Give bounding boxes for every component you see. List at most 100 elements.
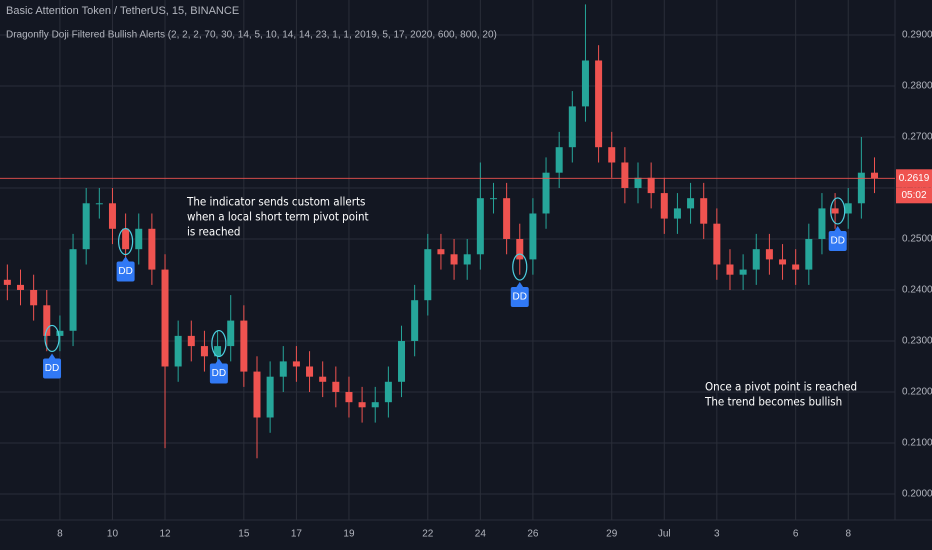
candle-body (555, 147, 563, 173)
signal-circle (512, 253, 528, 281)
x-tick-label: 22 (422, 529, 434, 540)
x-tick-label: 6 (793, 529, 799, 540)
y-tick-label: 0.2200 (902, 387, 932, 398)
candle-body (687, 198, 695, 209)
last-price-box (896, 169, 932, 188)
x-tick-label: 26 (527, 529, 539, 540)
signal-box (209, 363, 228, 384)
y-tick-label: 0.2000 (902, 489, 932, 500)
candle-body (779, 259, 787, 265)
candle-body (187, 335, 195, 347)
signal-label: DD (45, 363, 59, 374)
candle-body (673, 208, 681, 219)
candle-body (700, 198, 708, 224)
x-tick-label: 3 (714, 529, 720, 540)
candle-body (279, 361, 287, 377)
candle-body (660, 193, 668, 219)
candle-body (476, 198, 484, 255)
annotation-text: Once a pivot point is reached (705, 380, 857, 394)
candle-body (608, 147, 616, 163)
candle-body (227, 320, 235, 347)
annotation-text: when a local short term pivot point (187, 210, 369, 224)
signal-box (828, 230, 847, 251)
candle-body (831, 208, 839, 214)
x-tick-label: 24 (475, 529, 487, 540)
x-tick-label: 12 (159, 529, 171, 540)
signal-circle (211, 329, 227, 358)
signal-box (43, 358, 62, 379)
y-tick-label: 0.2500 (902, 234, 932, 245)
signal-circle (118, 227, 134, 256)
candle-body (871, 172, 879, 179)
last-price-label: 0.2619 (899, 173, 930, 184)
y-tick-label: 0.2800 (902, 81, 932, 92)
candle-body (463, 254, 471, 265)
signal-pointer (833, 225, 842, 232)
annotation-text: The trend becomes bullish (704, 395, 842, 409)
candle-body (371, 402, 379, 408)
candle-body (214, 346, 222, 357)
annotation-text: The indicator sends custom allerts (186, 195, 365, 209)
candle-body (95, 203, 103, 205)
x-tick-label: 8 (57, 529, 63, 540)
candle-body (818, 208, 826, 239)
candle-body (240, 320, 248, 372)
candle-body (424, 249, 432, 301)
candle-body (844, 203, 852, 214)
x-tick-label: 29 (606, 529, 618, 540)
candle-body (108, 203, 116, 229)
signal-label: DD (513, 292, 527, 303)
candle-body (266, 376, 274, 418)
candle-body (529, 213, 537, 260)
candle-body (306, 366, 314, 377)
candle-body (161, 269, 169, 367)
x-tick-label: Jul (658, 529, 671, 540)
candle-body (581, 60, 589, 107)
candle-body (398, 340, 406, 382)
signal-label: DD (212, 368, 226, 379)
candle-body (647, 177, 655, 194)
candle-body (148, 228, 156, 270)
countdown-label: 05:02 (901, 190, 926, 201)
candle-body (82, 203, 90, 250)
candle-body (345, 391, 353, 403)
annotation-text: is reached (187, 225, 240, 239)
candle-body (43, 305, 51, 336)
candle-body (3, 279, 11, 285)
candle-body (713, 223, 721, 265)
signal-pointer (515, 282, 524, 289)
signal-box (116, 261, 135, 282)
candle-body (595, 60, 603, 148)
candle-body (739, 269, 747, 275)
candle-body (174, 335, 182, 367)
y-tick-label: 0.2100 (902, 438, 932, 449)
x-tick-label: 10 (107, 529, 119, 540)
candle-body (568, 106, 576, 148)
signal-pointer (48, 353, 57, 360)
candle-body (489, 198, 497, 200)
candle-body (69, 249, 77, 331)
candle-body (634, 177, 642, 188)
chart-title: Basic Attention Token / TetherUS, 15, BI… (6, 5, 239, 17)
signal-box (510, 287, 529, 308)
candle-body (805, 238, 813, 270)
candle-body (621, 162, 629, 188)
candle-body (792, 264, 800, 270)
countdown-box (896, 187, 932, 204)
signal-pointer (214, 358, 223, 365)
candle-body (503, 198, 511, 239)
candle-body (516, 238, 524, 260)
signal-pointer (121, 256, 130, 263)
candle-body (319, 376, 327, 382)
candle-body (253, 371, 261, 418)
candle-body (384, 381, 392, 403)
y-tick-label: 0.2400 (902, 285, 932, 296)
signal-circle (44, 324, 60, 353)
x-tick-label: 15 (238, 529, 250, 540)
x-tick-label: 8 (845, 529, 851, 540)
candle-body (122, 228, 130, 250)
candle-body (857, 172, 865, 204)
candle-body (135, 228, 143, 250)
y-tick-label: 0.2900 (902, 30, 932, 41)
